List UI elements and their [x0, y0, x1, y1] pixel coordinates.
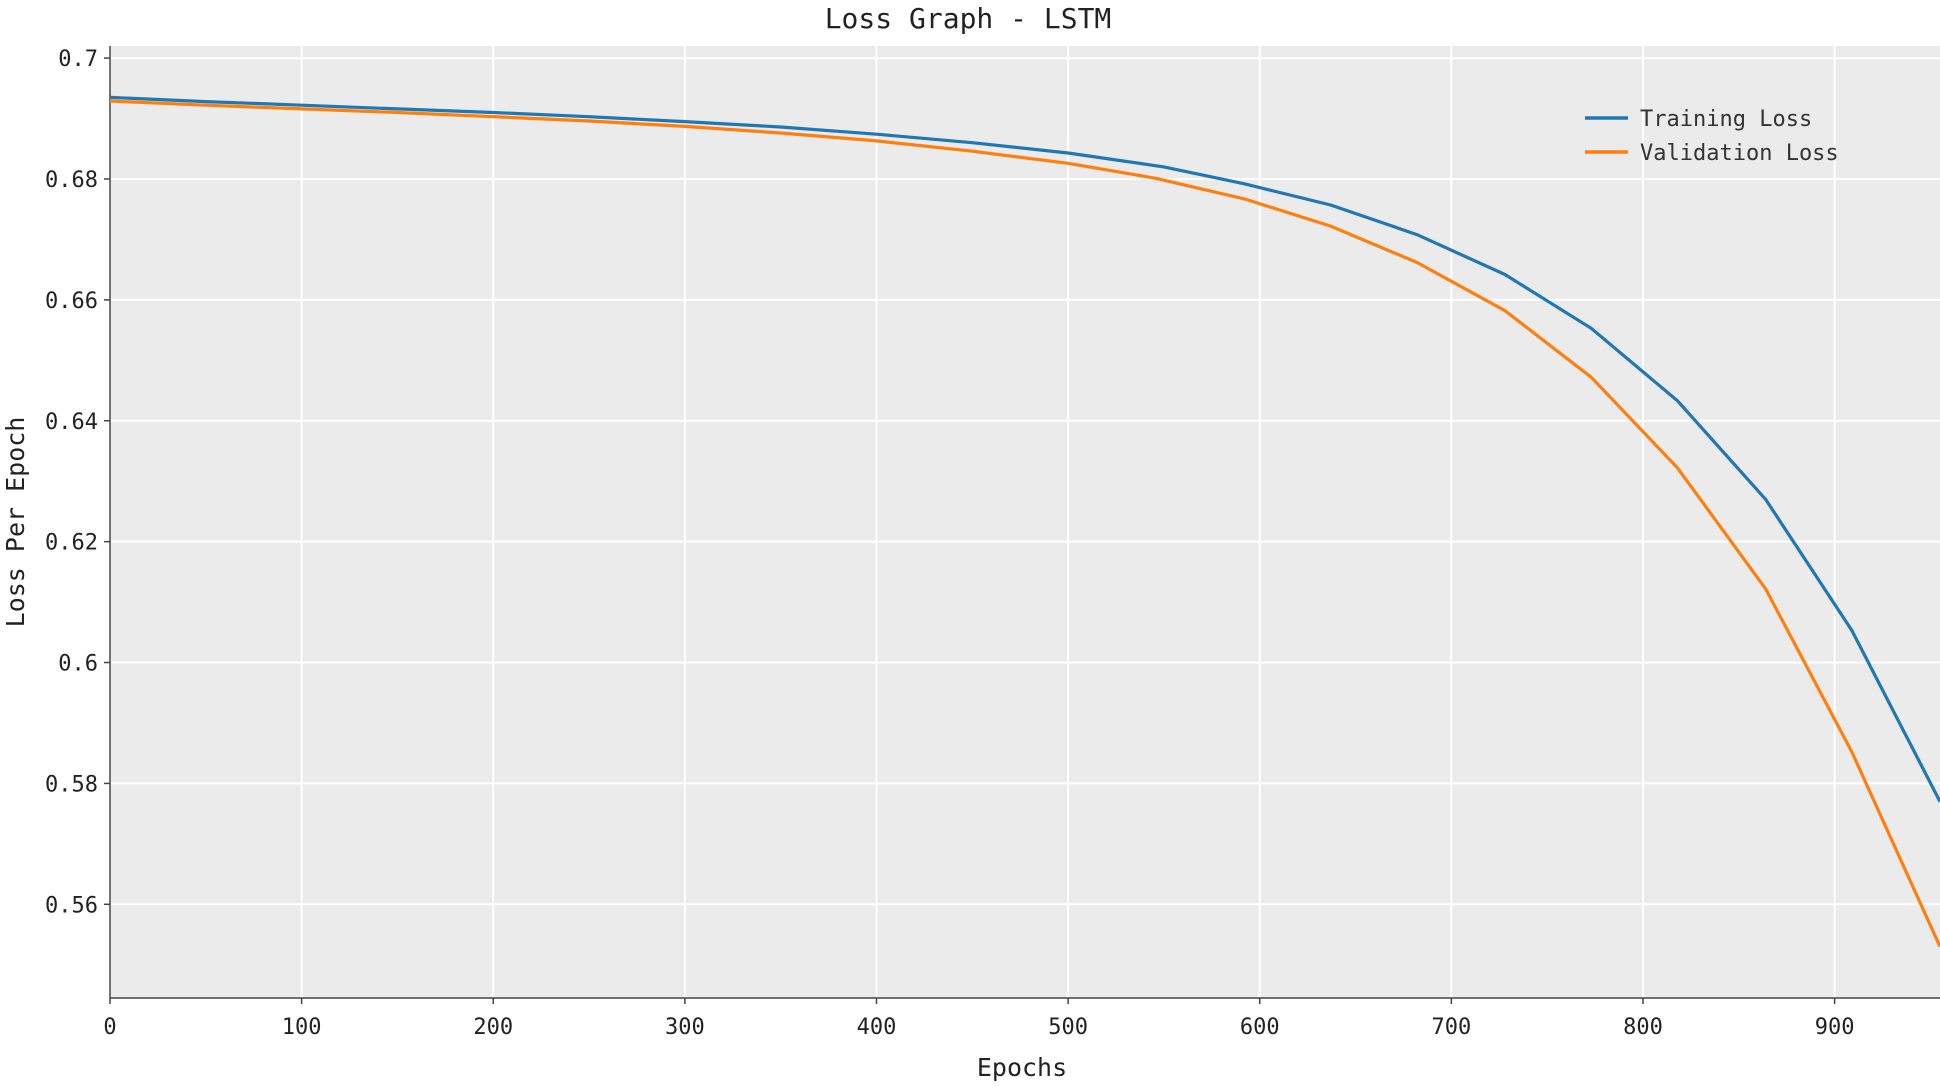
- series-lines: [109, 95, 1940, 948]
- plot-area: [110, 46, 1940, 998]
- y-tick-label: 0.6: [58, 652, 98, 677]
- y-tick-label: 0.66: [45, 289, 98, 314]
- x-tick-label: 700: [1431, 1015, 1471, 1040]
- x-tick-label: 800: [1623, 1015, 1663, 1040]
- legend-label-training-loss: Training Loss: [1640, 107, 1812, 132]
- validation-loss-line: [109, 99, 1940, 948]
- legend: Training Loss Validation Loss: [1585, 107, 1839, 166]
- x-tick-label: 400: [857, 1015, 897, 1040]
- x-tick-label: 200: [473, 1015, 513, 1040]
- y-tick-label: 0.58: [45, 772, 98, 797]
- axes: 0 100 200 300 400 500 600 700 800 900 0.7 0.68 0.66 0…: [45, 46, 1940, 1040]
- x-tick-label: 100: [282, 1015, 322, 1040]
- y-tick-label: 0.64: [45, 410, 98, 435]
- training-loss-line: [109, 95, 1940, 803]
- x-tick-label: 0: [103, 1015, 116, 1040]
- y-tick-label: 0.56: [45, 893, 98, 918]
- grid: [109, 46, 1940, 998]
- x-tick-label: 300: [665, 1015, 705, 1040]
- y-axis-label: Loss Per Epoch: [1, 417, 30, 628]
- legend-label-validation-loss: Validation Loss: [1640, 141, 1839, 166]
- y-tick-label: 0.62: [45, 531, 98, 556]
- x-tick-label: 600: [1240, 1015, 1280, 1040]
- chart-title: Loss Graph - LSTM: [825, 2, 1112, 35]
- x-axis-label: Epochs: [977, 1053, 1067, 1082]
- x-tick-label: 900: [1815, 1015, 1855, 1040]
- y-tick-label: 0.7: [58, 47, 98, 72]
- y-tick-label: 0.68: [45, 168, 98, 193]
- x-tick-label: 500: [1048, 1015, 1088, 1040]
